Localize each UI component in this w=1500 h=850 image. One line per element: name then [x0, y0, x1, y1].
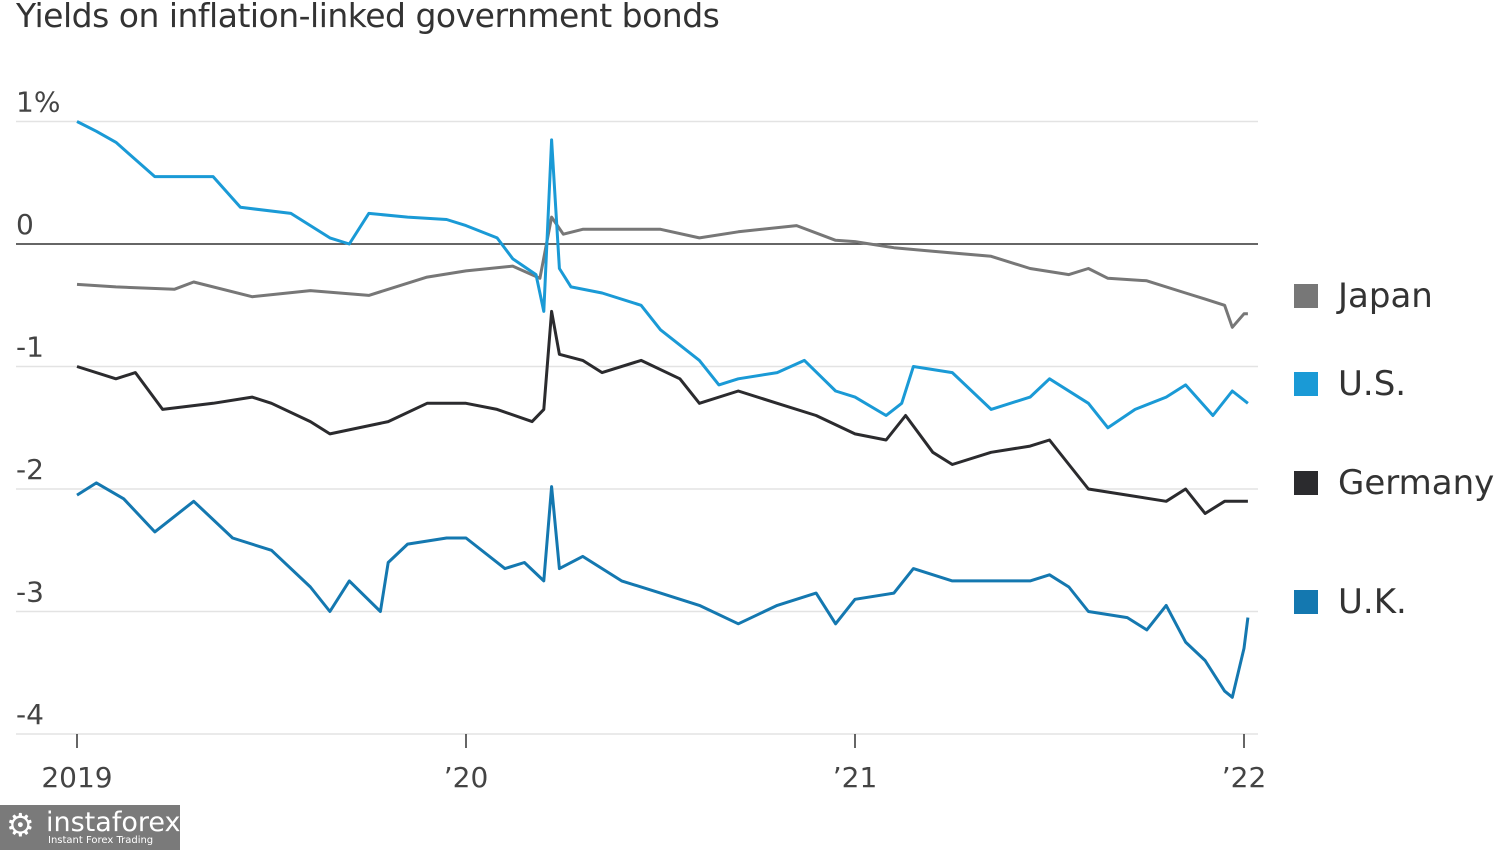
series-line-japan — [76, 215, 1248, 329]
y-tick-label: 0 — [16, 208, 34, 241]
legend-item-japan: Japan — [1294, 276, 1433, 316]
instaforex-watermark: ⚙ instaforex Instant Forex Trading — [0, 805, 180, 850]
legend-swatch — [1294, 284, 1318, 308]
legend-label: Germany — [1338, 463, 1495, 503]
legend-item-germany: Germany — [1294, 463, 1494, 503]
legend-item-uk: U.K. — [1294, 582, 1407, 622]
watermark-brand: instaforex — [46, 807, 181, 838]
series-line-germany — [76, 309, 1248, 515]
x-tick-label: ’20 — [444, 761, 489, 794]
x-tick-label: ’21 — [833, 761, 878, 794]
legend-label: Japan — [1338, 276, 1433, 316]
legend-label: U.S. — [1338, 364, 1407, 404]
legend-item-us: U.S. — [1294, 364, 1406, 404]
y-tick-label: -3 — [16, 576, 44, 609]
x-tick-label: 2019 — [41, 761, 112, 794]
legend-swatch — [1294, 471, 1318, 495]
legend-swatch — [1294, 372, 1318, 396]
y-tick-label: -1 — [16, 331, 44, 364]
gear-logo-icon: ⚙ — [6, 806, 35, 844]
y-tick-label: -4 — [16, 698, 44, 731]
y-tick-label: 1% — [16, 86, 60, 119]
legend-label: U.K. — [1338, 582, 1407, 622]
y-tick-label: -2 — [16, 453, 44, 486]
series-line-us — [76, 120, 1249, 430]
chart-title: Yields on inflation-linked government bo… — [16, 0, 720, 35]
x-tick-label: ’22 — [1222, 761, 1267, 794]
legend-swatch — [1294, 590, 1318, 614]
watermark-tagline: Instant Forex Trading — [48, 835, 154, 846]
series-line-uk — [76, 481, 1250, 699]
